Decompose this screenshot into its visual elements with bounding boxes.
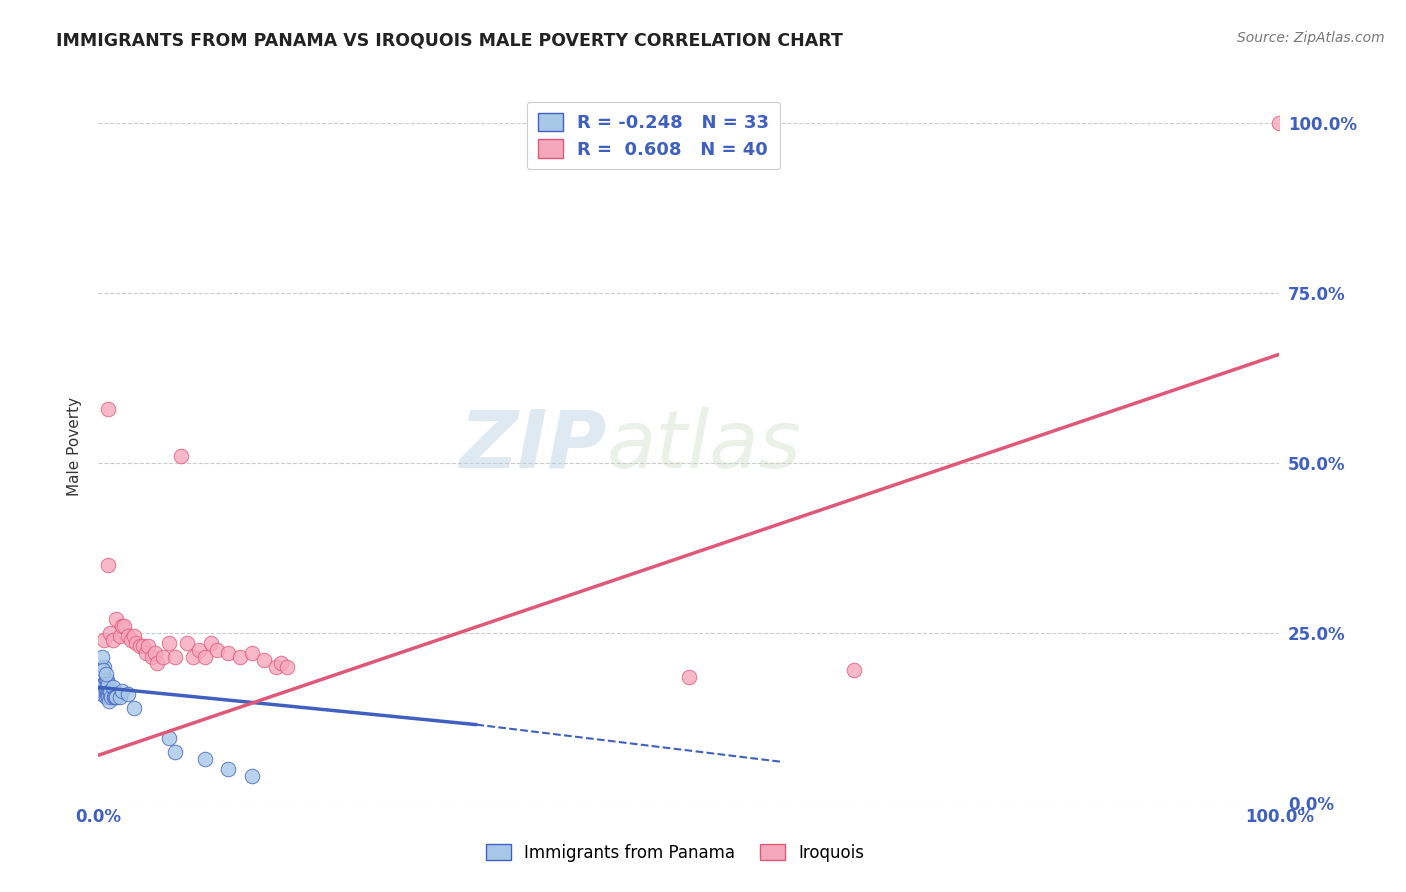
Point bbox=[157, 731, 180, 746]
Point bbox=[111, 683, 134, 698]
Point bbox=[98, 687, 121, 701]
Point bbox=[94, 673, 117, 688]
Point bbox=[97, 687, 120, 701]
Text: atlas: atlas bbox=[606, 407, 801, 485]
Point bbox=[101, 632, 124, 647]
Point bbox=[96, 687, 118, 701]
Text: Source: ZipAtlas.com: Source: ZipAtlas.com bbox=[1237, 31, 1385, 45]
Point bbox=[128, 640, 150, 654]
Text: IMMIGRANTS FROM PANAMA VS IROQUOIS MALE POVERTY CORRELATION CHART: IMMIGRANTS FROM PANAMA VS IROQUOIS MALE … bbox=[56, 31, 844, 49]
Point bbox=[96, 680, 118, 694]
Point bbox=[132, 640, 155, 654]
Point bbox=[157, 636, 180, 650]
Point bbox=[100, 690, 122, 705]
Point bbox=[97, 558, 120, 572]
Point bbox=[94, 683, 117, 698]
Point bbox=[111, 619, 134, 633]
Point bbox=[844, 663, 866, 677]
Point bbox=[101, 680, 124, 694]
Point bbox=[122, 629, 145, 643]
Point bbox=[1268, 116, 1291, 130]
Point bbox=[152, 649, 174, 664]
Point bbox=[194, 751, 217, 765]
Point bbox=[94, 666, 117, 681]
Point bbox=[181, 649, 204, 664]
Point bbox=[136, 640, 159, 654]
Point bbox=[104, 690, 127, 705]
Point bbox=[176, 636, 198, 650]
Point bbox=[93, 632, 115, 647]
Point bbox=[170, 449, 193, 463]
Point bbox=[678, 670, 700, 684]
Point bbox=[97, 401, 120, 416]
Point bbox=[146, 657, 169, 671]
Point bbox=[270, 657, 292, 671]
Point bbox=[91, 677, 114, 691]
Point bbox=[143, 646, 166, 660]
Point bbox=[121, 632, 143, 647]
Point bbox=[194, 649, 217, 664]
Point bbox=[240, 769, 263, 783]
Point bbox=[240, 646, 263, 660]
Text: ZIP: ZIP bbox=[458, 407, 606, 485]
Point bbox=[96, 673, 118, 688]
Point bbox=[117, 629, 139, 643]
Point bbox=[229, 649, 252, 664]
Point bbox=[165, 745, 187, 759]
Point bbox=[91, 649, 114, 664]
Point bbox=[112, 619, 135, 633]
Point bbox=[165, 649, 187, 664]
Point bbox=[93, 660, 115, 674]
Point bbox=[98, 683, 121, 698]
Point bbox=[98, 626, 121, 640]
Legend: Immigrants from Panama, Iroquois: Immigrants from Panama, Iroquois bbox=[477, 836, 873, 871]
Point bbox=[217, 762, 239, 776]
Point bbox=[94, 690, 117, 705]
Point bbox=[108, 690, 131, 705]
Point bbox=[108, 629, 131, 643]
Point bbox=[105, 612, 128, 626]
Point bbox=[187, 643, 209, 657]
Point bbox=[103, 690, 125, 705]
Point bbox=[253, 653, 276, 667]
Point bbox=[141, 649, 163, 664]
Point bbox=[91, 663, 114, 677]
Point bbox=[135, 646, 157, 660]
Point bbox=[91, 687, 114, 701]
Point bbox=[125, 636, 148, 650]
Point bbox=[264, 660, 287, 674]
Y-axis label: Male Poverty: Male Poverty bbox=[67, 396, 83, 496]
Point bbox=[117, 687, 139, 701]
Point bbox=[217, 646, 239, 660]
Point bbox=[122, 700, 145, 714]
Point bbox=[205, 643, 228, 657]
Legend: R = -0.248   N = 33, R =  0.608   N = 40: R = -0.248 N = 33, R = 0.608 N = 40 bbox=[527, 102, 780, 169]
Point bbox=[93, 677, 115, 691]
Point bbox=[97, 677, 120, 691]
Point bbox=[97, 690, 120, 705]
Point bbox=[200, 636, 222, 650]
Point bbox=[276, 660, 298, 674]
Point bbox=[105, 690, 128, 705]
Point bbox=[98, 694, 121, 708]
